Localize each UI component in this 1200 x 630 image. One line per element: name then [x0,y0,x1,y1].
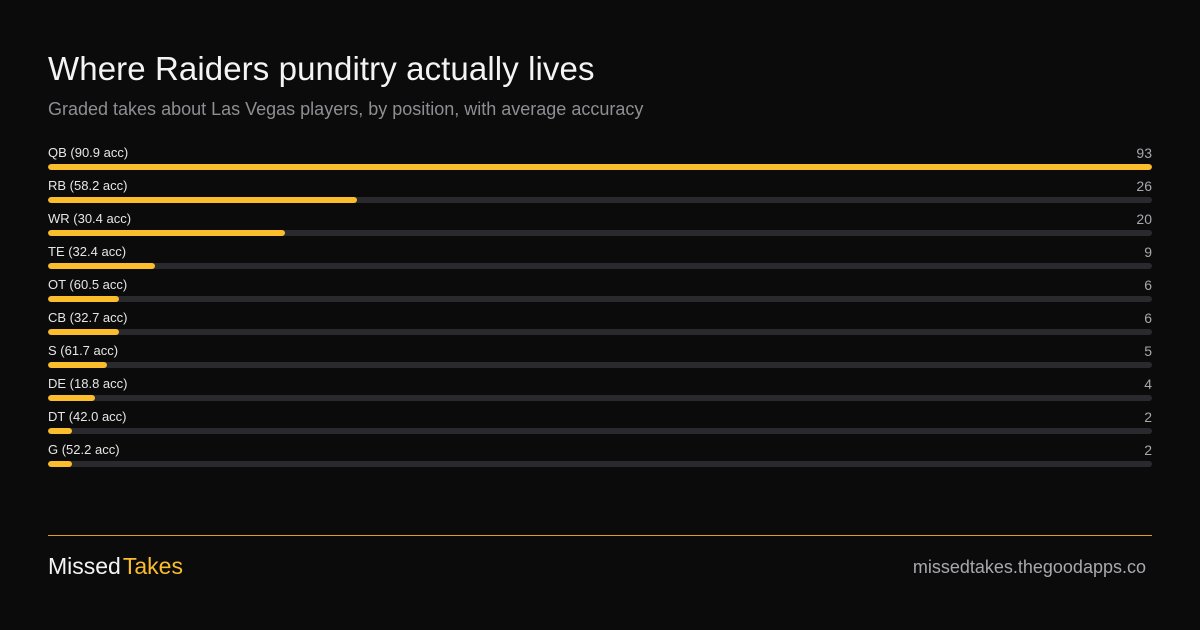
category-label: DE (18.8 acc) [48,376,128,391]
category-label: S (61.7 acc) [48,343,119,358]
bar [48,263,155,269]
bar-row: QB (90.9 acc) 93 [48,142,1152,175]
bar-row: TE (32.4 acc) 9 [48,241,1152,274]
category-label: RB (58.2 acc) [48,178,128,193]
data-label: 9 [1144,244,1152,260]
bar-track [48,164,1152,170]
bar [48,428,72,434]
bar-track [48,428,1152,434]
bar-row: WR (30.4 acc) 20 [48,208,1152,241]
bar-track [48,263,1152,269]
data-label: 4 [1144,376,1152,392]
data-label: 5 [1144,343,1152,359]
bar-row: S (61.7 acc) 5 [48,340,1152,373]
footer-divider [48,535,1152,536]
category-label: OT (60.5 acc) [48,277,128,292]
bar-track [48,230,1152,236]
bar [48,296,120,302]
bar-track [48,362,1152,368]
category-label: QB (90.9 acc) [48,145,129,160]
bar-row: RB (58.2 acc) 26 [48,175,1152,208]
data-label: 2 [1144,442,1152,458]
site-url: missedtakes.thegoodapps.co [912,557,1146,577]
category-label: DT (42.0 acc) [48,409,127,424]
data-label: 26 [1136,178,1152,194]
data-label: 93 [1136,145,1152,161]
bar-row: CB (32.7 acc) 6 [48,307,1152,340]
brand-name-part2: Takes [122,553,183,579]
bar [48,230,286,236]
category-label: CB (32.7 acc) [48,310,128,325]
bar-track [48,296,1152,302]
brand-name-part1: Missed [48,553,121,579]
bar-track [48,329,1152,335]
bar [48,395,96,401]
bar-chart: QB (90.9 acc) 93 RB (58.2 acc) 26 WR (30.4 a… [48,142,1152,472]
bar-row: OT (60.5 acc) 6 [48,274,1152,307]
category-label: G (52.2 acc) [48,442,120,457]
bar-track [48,197,1152,203]
bar [48,197,357,203]
bar [48,329,120,335]
data-label: 6 [1144,310,1152,326]
bar [48,164,1152,170]
data-label: 2 [1144,409,1152,425]
bar-track [48,461,1152,467]
bar-track [48,395,1152,401]
data-label: 20 [1136,211,1152,227]
bar-row: DE (18.8 acc) 4 [48,373,1152,406]
data-label: 6 [1144,277,1152,293]
chart-title: Where Raiders punditry actually lives [48,50,595,87]
category-label: WR (30.4 acc) [48,211,132,226]
bar-row: DT (42.0 acc) 2 [48,406,1152,439]
bar-row: G (52.2 acc) 2 [48,439,1152,472]
chart-subtitle: Graded takes about Las Vegas players, by… [48,99,644,119]
bar [48,362,108,368]
brand-logo: MissedTakes [48,553,183,580]
bar [48,461,72,467]
category-label: TE (32.4 acc) [48,244,127,259]
